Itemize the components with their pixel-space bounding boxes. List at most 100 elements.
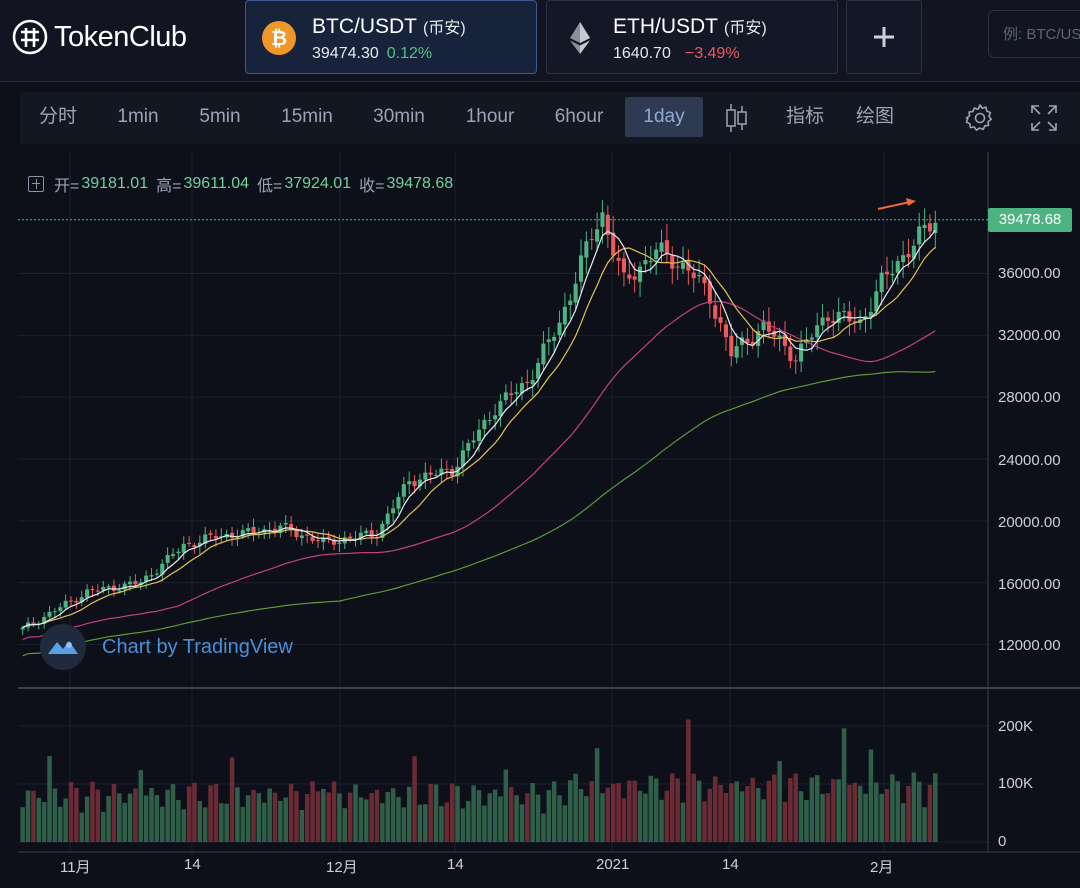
- timeframe-tab-15min[interactable]: 15min: [281, 106, 333, 127]
- fullscreen-icon[interactable]: [1030, 104, 1058, 132]
- volume-bar: [235, 787, 240, 842]
- candle-body: [697, 275, 702, 277]
- volume-bar: [213, 783, 219, 842]
- pair-tab-eth-usdt[interactable]: ETH/USDT (币安) 1640.70 −3.49%: [546, 0, 838, 74]
- candle-body: [842, 311, 847, 313]
- volume-bar: [584, 796, 589, 842]
- volume-bar: [814, 775, 820, 842]
- pair-search-input[interactable]: [988, 10, 1080, 58]
- volume-bar: [100, 811, 106, 842]
- timeframe-tab-30min[interactable]: 30min: [373, 106, 425, 127]
- volume-bar: [707, 788, 713, 842]
- indicators-button[interactable]: 指标: [785, 106, 824, 127]
- volume-bar: [519, 804, 525, 842]
- pair-change: −3.49%: [684, 45, 740, 62]
- candle-body: [117, 590, 122, 592]
- candle-body: [294, 529, 299, 538]
- volume-bar: [825, 793, 831, 842]
- candle-body: [106, 586, 111, 588]
- candle-body: [31, 622, 36, 624]
- volume-bar: [755, 788, 761, 842]
- candle-body: [208, 533, 213, 535]
- candle-body: [595, 229, 600, 242]
- candle-body: [906, 253, 911, 258]
- volume-bar: [347, 792, 353, 842]
- candle-body: [750, 341, 755, 345]
- timeframe-tab-6hour[interactable]: 6hour: [554, 106, 604, 127]
- candle-body: [627, 274, 632, 279]
- candlestick-icon[interactable]: [724, 100, 748, 136]
- candle-body: [788, 346, 793, 361]
- candle-body: [423, 472, 428, 480]
- candle-body: [396, 497, 401, 509]
- candle-body: [734, 346, 739, 358]
- legend-toggle-icon[interactable]: [28, 176, 44, 192]
- volume-bar: [847, 784, 852, 842]
- close-value: 39478.68: [386, 175, 454, 192]
- volume-bar: [680, 802, 686, 842]
- bitcoin-icon: ₿: [262, 21, 296, 55]
- volume-bar: [868, 749, 874, 842]
- volume-bar: [337, 793, 342, 842]
- volume-bar: [568, 780, 573, 842]
- volume-bar: [240, 806, 246, 842]
- volume-bar: [283, 797, 288, 842]
- chart-area[interactable]: [18, 152, 1080, 888]
- candle-body: [278, 525, 283, 533]
- drawing-tools-button[interactable]: 绘图: [855, 106, 894, 127]
- volume-bar: [890, 774, 895, 842]
- pair-tab-btc-usdt[interactable]: ₿ BTC/USDT (币安) 39474.30 0.12%: [245, 0, 537, 74]
- volume-bar: [739, 791, 745, 842]
- candle-body: [187, 542, 192, 544]
- volume-bar: [299, 810, 305, 842]
- volume-bar: [675, 778, 680, 842]
- candle-body: [680, 262, 686, 269]
- timeframe-tab-1min[interactable]: 1min: [117, 106, 159, 127]
- volume-bar: [25, 790, 31, 842]
- ma5-line: [22, 229, 936, 628]
- timeframe-tab-5min[interactable]: 5min: [199, 106, 241, 127]
- gear-icon[interactable]: [964, 102, 996, 134]
- candle-body: [713, 305, 718, 319]
- candle-body: [702, 276, 707, 284]
- candle-body: [911, 245, 916, 259]
- watermark-text: Chart by TradingView: [102, 635, 293, 658]
- volume-bar: [782, 801, 788, 842]
- tradingview-watermark[interactable]: Chart by TradingView: [40, 624, 293, 670]
- candle-body: [444, 468, 449, 470]
- timeframe-tab-realtime[interactable]: 分时: [38, 106, 77, 127]
- timeframe-tab-1day[interactable]: 1day: [625, 97, 703, 137]
- volume-bar: [788, 778, 793, 842]
- add-pair-button[interactable]: [846, 0, 922, 74]
- volume-bar: [63, 798, 68, 842]
- candle-body: [578, 255, 584, 282]
- volume-bar: [573, 773, 578, 842]
- candle-body: [47, 611, 52, 617]
- candle-body: [358, 532, 363, 539]
- volume-bar: [272, 792, 278, 842]
- volume-bar: [304, 794, 310, 842]
- candle-body: [686, 260, 691, 271]
- candle-body: [675, 266, 680, 268]
- annotation-arrow[interactable]: [877, 201, 911, 210]
- volume-bar: [160, 806, 165, 842]
- candle-body: [756, 331, 761, 347]
- volume-bar: [696, 780, 702, 842]
- volume-bar: [342, 808, 348, 842]
- volume-bar: [632, 780, 637, 842]
- price-tick-label: 32000.00: [998, 327, 1061, 344]
- volume-bar: [133, 788, 138, 842]
- volume-bar: [820, 793, 825, 842]
- candle-body: [289, 524, 294, 531]
- app-logo[interactable]: TokenClub: [12, 18, 187, 56]
- candle-body: [782, 334, 788, 346]
- price-tick-label: 16000.00: [998, 576, 1061, 593]
- volume-bar: [643, 793, 648, 842]
- ohlc-legend: 开= 39181.01 高= 39611.04 低= 37924.01 收= 39478…: [28, 174, 454, 195]
- candle-body: [434, 474, 439, 476]
- volume-bar: [750, 777, 756, 842]
- open-value: 39181.01: [81, 175, 149, 192]
- price-chart[interactable]: [18, 152, 1080, 888]
- timeframe-tab-1hour[interactable]: 1hour: [465, 106, 515, 127]
- volume-bar: [492, 789, 498, 842]
